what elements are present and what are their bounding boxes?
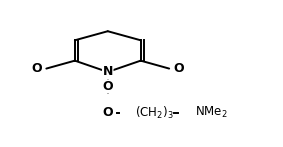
Text: NMe$_{\mathsf{2}}$: NMe$_{\mathsf{2}}$ [196, 105, 228, 120]
Text: O: O [102, 80, 113, 93]
Text: O: O [31, 62, 42, 75]
Text: O: O [102, 106, 113, 119]
Text: O: O [173, 62, 184, 75]
Text: N: N [102, 65, 113, 78]
Text: (CH$_{\mathsf{2}}$)$_{\mathsf{3}}$: (CH$_{\mathsf{2}}$)$_{\mathsf{3}}$ [134, 105, 173, 121]
